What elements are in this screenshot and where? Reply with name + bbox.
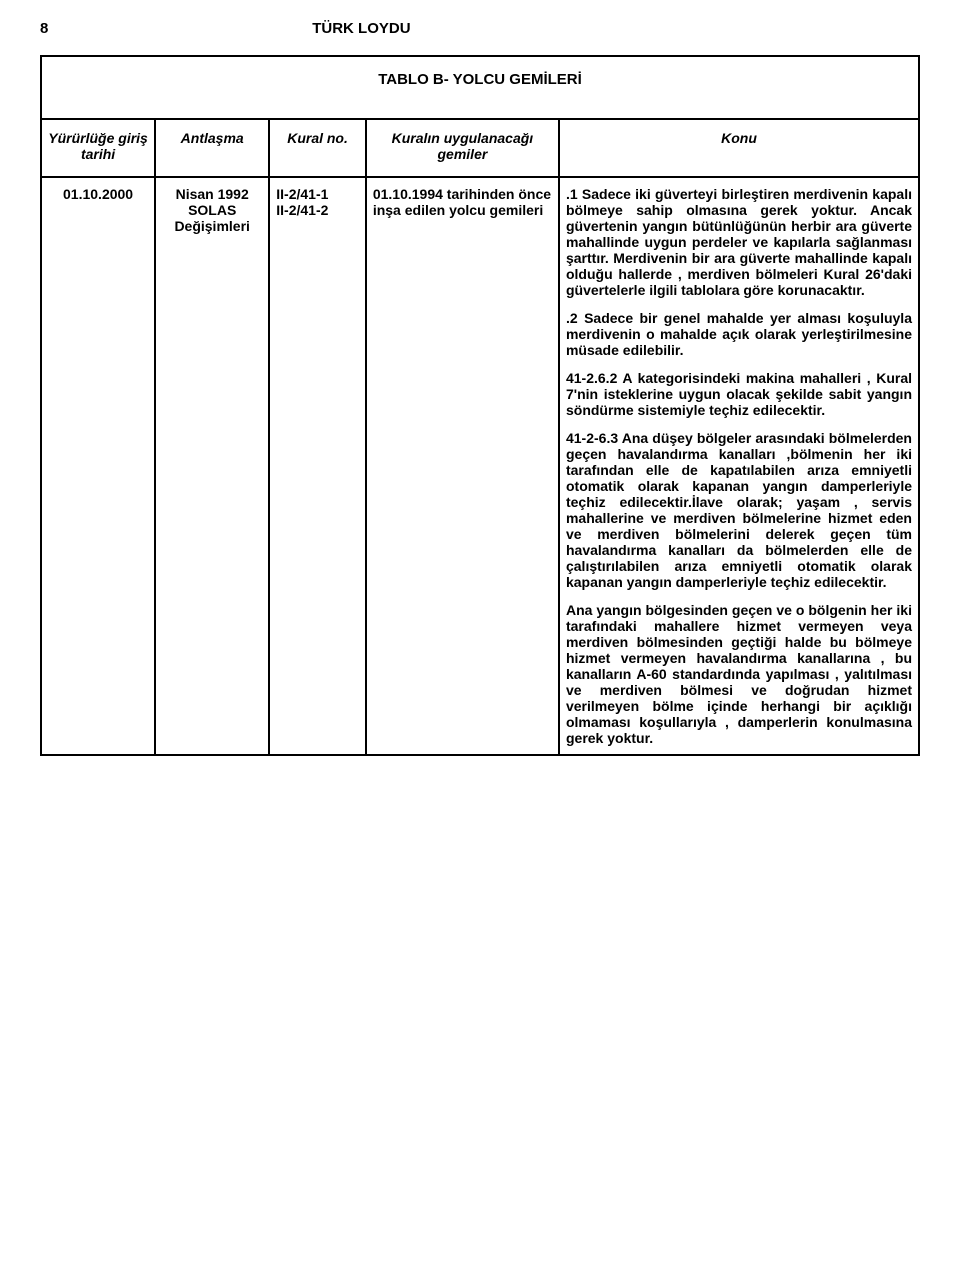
table-title: TABLO B- YOLCU GEMİLERİ [40,55,920,118]
page-header: 8 TÜRK LOYDU [40,20,920,37]
rule-line-2: II-2/41-2 [276,202,359,218]
cell-treaty: Nisan 1992 SOLAS Değişimleri [155,177,269,755]
col-header-subject: Konu [559,119,919,177]
subject-p4: 41-2-6.3 Ana düşey bölgeler arasındaki b… [566,430,912,590]
col-header-ships: Kuralın uygulanacağı gemiler [366,119,559,177]
page-number: 8 [40,20,48,37]
main-table: Yürürlüğe giriş tarihi Antlaşma Kural no… [40,118,920,756]
subject-p5: Ana yangın bölgesinden geçen ve o bölgen… [566,602,912,746]
cell-rule: II-2/41-1 II-2/41-2 [269,177,366,755]
rule-line-1: II-2/41-1 [276,186,359,202]
subject-p1: .1 Sadece iki güverteyi birleştiren merd… [566,186,912,298]
table-header-row: Yürürlüğe giriş tarihi Antlaşma Kural no… [41,119,919,177]
col-header-date: Yürürlüğe giriş tarihi [41,119,155,177]
table-row: 01.10.2000 Nisan 1992 SOLAS Değişimleri … [41,177,919,755]
subject-p2: .2 Sadece bir genel mahalde yer alması k… [566,310,912,358]
cell-date: 01.10.2000 [41,177,155,755]
cell-subject: .1 Sadece iki güverteyi birleştiren merd… [559,177,919,755]
document-title: TÜRK LOYDU [312,20,410,37]
col-header-treaty: Antlaşma [155,119,269,177]
cell-ships: 01.10.1994 tarihinden önce inşa edilen y… [366,177,559,755]
subject-p3: 41-2.6.2 A kategorisindeki makina mahall… [566,370,912,418]
col-header-rule: Kural no. [269,119,366,177]
